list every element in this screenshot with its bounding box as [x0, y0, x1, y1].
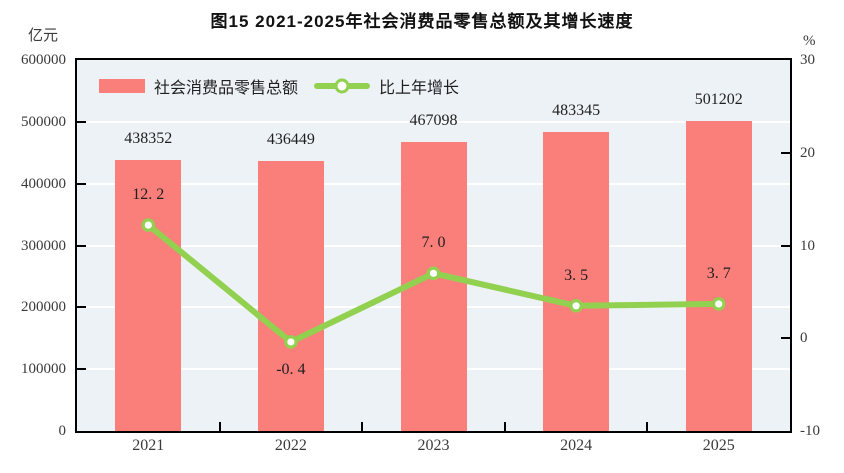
bottom-axis-tick [218, 422, 221, 431]
right-axis-tick [781, 337, 790, 340]
bar-2023 [400, 142, 467, 431]
line-value-label: 12. 2 [132, 186, 165, 204]
left-axis-label: 0 [58, 423, 67, 439]
left-axis-tick [77, 306, 86, 309]
bar-value-label: 436449 [266, 131, 315, 149]
x-axis-label: 2022 [274, 437, 307, 454]
bar-value-label: 483345 [552, 102, 601, 120]
x-axis-label: 2024 [560, 437, 593, 454]
left-axis-label: 600000 [21, 52, 66, 68]
legend-circle-marker [334, 78, 350, 94]
left-axis-label: 100000 [21, 361, 66, 378]
right-axis-tick [781, 244, 790, 247]
legend-line-label: 比上年增长 [379, 80, 460, 97]
right-axis-tick [781, 151, 790, 154]
x-axis-label: 2025 [702, 437, 735, 454]
line-series-marker-icon [314, 78, 371, 94]
bottom-axis-tick [646, 422, 649, 431]
line-value-label: 3. 5 [564, 266, 589, 284]
left-axis-tick [77, 368, 86, 371]
left-axis-unit: 亿元 [28, 28, 59, 44]
x-axis-label: 2021 [132, 437, 165, 454]
right-axis-label: 0 [800, 330, 808, 347]
bar-series-swatch-icon [99, 79, 145, 93]
bottom-axis-tick [361, 422, 364, 431]
bottom-axis-tick [503, 422, 506, 431]
bar-value-label: 467098 [409, 112, 458, 130]
chart-title: 图15 2021-2025年社会消费品零售总额及其增长速度 [210, 12, 634, 31]
right-axis-label: 30 [800, 52, 815, 68]
right-axis-label: 10 [800, 237, 815, 254]
left-axis-label: 200000 [21, 299, 66, 316]
line-value-label: 7. 0 [421, 234, 446, 252]
right-axis-unit: % [803, 33, 816, 49]
legend-bar-label: 社会消费品零售总额 [154, 80, 299, 97]
right-axis-label: -10 [800, 423, 820, 439]
bar-value-label: 501202 [694, 91, 743, 109]
bar-2022 [257, 161, 324, 431]
left-axis-label: 300000 [21, 237, 66, 254]
left-axis-tick [77, 244, 86, 247]
legend: 社会消费品零售总额 比上年增长 [99, 75, 459, 97]
line-value-label: -0. 4 [276, 360, 306, 378]
x-axis-label: 2023 [417, 437, 450, 454]
left-axis-label: 400000 [21, 175, 66, 192]
gridline [77, 120, 790, 123]
left-axis-label: 500000 [21, 113, 66, 130]
line-value-label: 3. 7 [706, 264, 731, 282]
right-axis-label: 20 [800, 144, 815, 161]
left-axis-tick [77, 120, 86, 123]
left-axis-tick [77, 182, 86, 185]
plot-area: 社会消费品零售总额 比上年增长 438352 436449 467098 483345… [75, 58, 792, 433]
bar-value-label: 438352 [124, 129, 173, 147]
